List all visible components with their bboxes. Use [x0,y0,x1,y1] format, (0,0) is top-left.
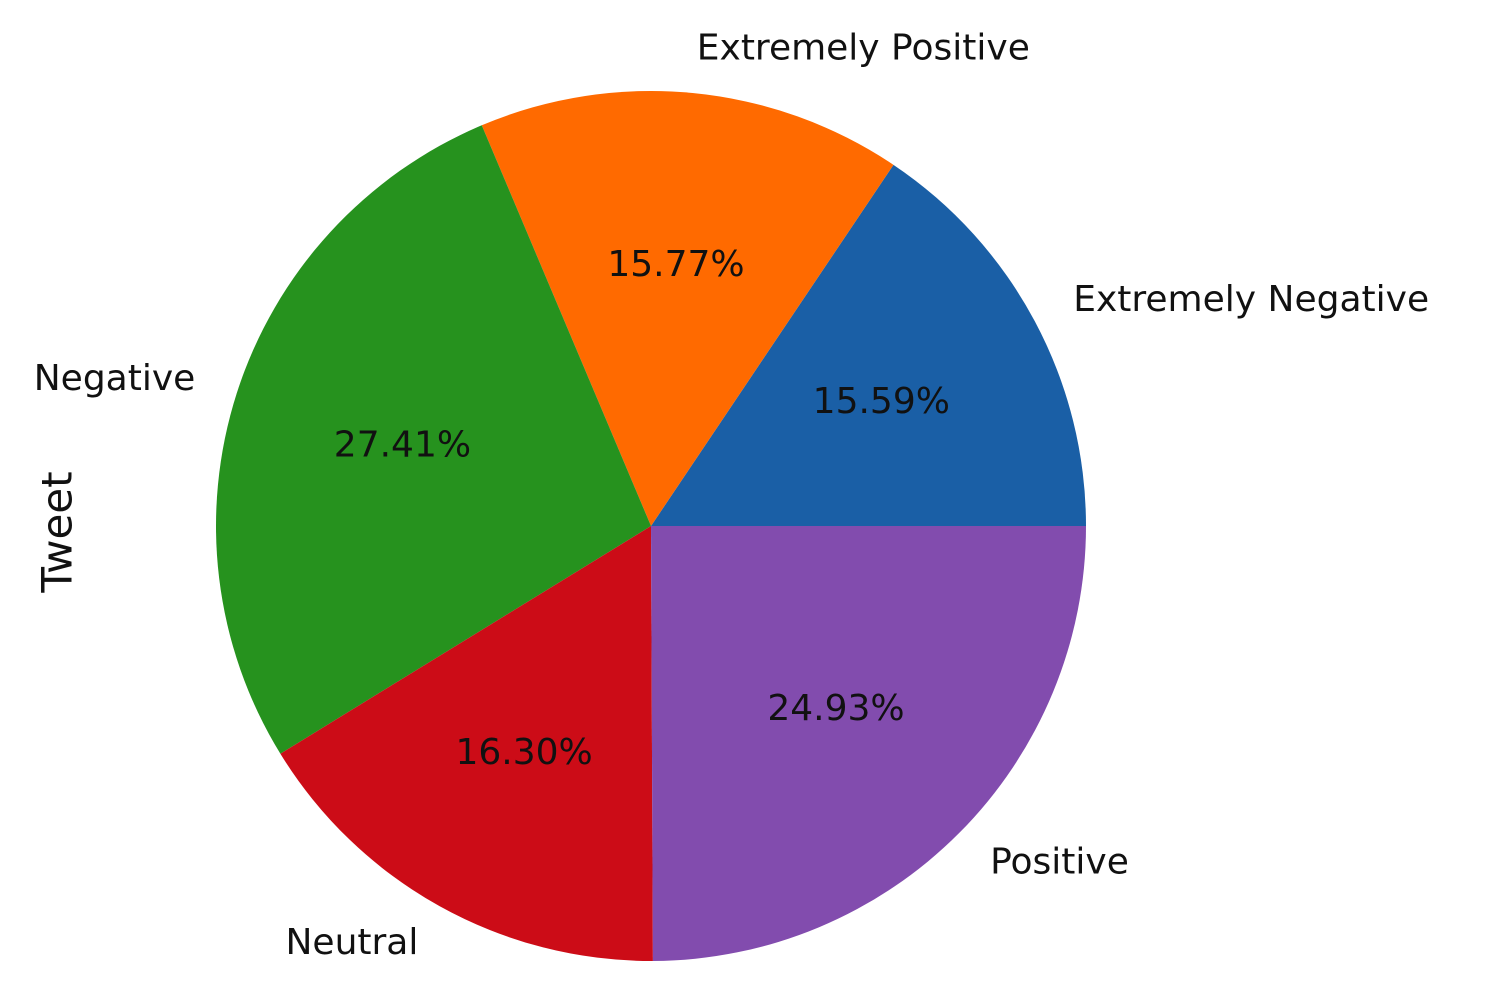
value-label: 15.77% [607,244,744,285]
slice-label: Extremely Positive [697,28,1030,69]
pie-slice [481,91,894,526]
slice-label: Positive [990,842,1129,883]
value-label: 16.30% [455,732,592,773]
slice-label: Extremely Negative [1073,279,1429,320]
y-axis-label: Tweet [33,471,82,593]
pie-slice [215,125,651,754]
value-label: 15.59% [813,381,950,422]
pie-slice [280,526,653,961]
slice-label: Neutral [286,922,419,963]
value-label: 27.41% [334,424,471,465]
value-label: 24.93% [767,688,904,729]
pie-slice [651,164,1086,526]
slice-label: Negative [34,358,196,399]
pie-slice [651,526,1086,961]
